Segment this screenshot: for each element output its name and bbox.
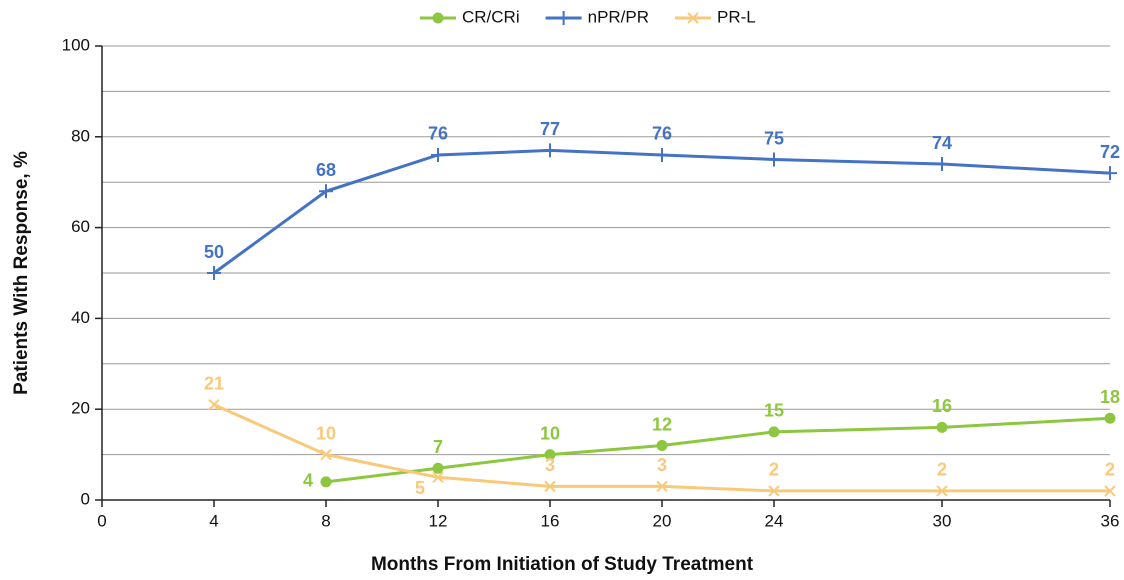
point bbox=[935, 157, 949, 172]
point bbox=[208, 398, 220, 411]
x-tick-label: 30 bbox=[933, 511, 952, 530]
point bbox=[544, 480, 556, 493]
data-label: 77 bbox=[540, 119, 560, 139]
series-line bbox=[213, 403, 1110, 493]
data-label: 2 bbox=[1105, 460, 1115, 480]
point bbox=[543, 143, 557, 158]
x-tick-label: 0 bbox=[97, 511, 106, 530]
data-label: 4 bbox=[303, 471, 313, 491]
y-tick-label: 40 bbox=[71, 308, 90, 327]
x-tick-label: 20 bbox=[653, 511, 672, 530]
y-axis-title: Patients With Response, % bbox=[11, 151, 32, 395]
series-line bbox=[325, 416, 1111, 484]
point bbox=[1104, 485, 1116, 497]
point bbox=[656, 440, 668, 452]
data-label: 50 bbox=[204, 242, 224, 262]
point bbox=[544, 449, 556, 461]
x-axis-title: Months From Initiation of Study Treatmen… bbox=[371, 554, 754, 575]
data-label: 76 bbox=[652, 124, 672, 144]
legend-label: PR-L bbox=[717, 7, 756, 26]
legend-marker bbox=[556, 11, 571, 25]
point bbox=[320, 448, 332, 461]
point bbox=[936, 485, 948, 497]
legend-label: CR/CRi bbox=[462, 7, 520, 26]
legend-label: nPR/PR bbox=[588, 7, 649, 26]
point bbox=[656, 480, 668, 493]
point bbox=[319, 184, 333, 199]
x-tick-label: 16 bbox=[541, 511, 560, 530]
data-label: 68 bbox=[316, 160, 336, 180]
point bbox=[320, 476, 332, 488]
data-label: 75 bbox=[764, 128, 784, 148]
point bbox=[768, 426, 780, 438]
point bbox=[936, 421, 948, 433]
x-tick-label: 24 bbox=[765, 511, 784, 530]
point bbox=[1103, 166, 1117, 181]
series: 21 10 5 3 3 2 2 2 bbox=[204, 373, 1116, 498]
legend-marker bbox=[687, 12, 699, 24]
series: 4 7 10 12 15 16 18 bbox=[303, 387, 1120, 491]
data-label: 16 bbox=[932, 396, 952, 416]
series-line bbox=[213, 148, 1111, 275]
point bbox=[768, 485, 780, 497]
data-label: 18 bbox=[1100, 387, 1120, 407]
point bbox=[1104, 412, 1116, 424]
point bbox=[767, 152, 781, 167]
data-label: 12 bbox=[652, 414, 672, 434]
y-tick-label: 100 bbox=[62, 35, 90, 54]
x-tick-label: 4 bbox=[209, 511, 218, 530]
point bbox=[431, 147, 445, 162]
point bbox=[207, 266, 221, 280]
data-label: 74 bbox=[932, 133, 952, 153]
data-label: 10 bbox=[540, 423, 560, 443]
data-label: 3 bbox=[657, 455, 667, 475]
series: 50 68 76 77 76 75 74 72 bbox=[204, 119, 1120, 280]
point bbox=[655, 147, 669, 162]
data-label: 15 bbox=[764, 401, 784, 421]
x-tick-label: 36 bbox=[1101, 511, 1120, 530]
data-label: 10 bbox=[316, 423, 336, 443]
y-tick-label: 20 bbox=[71, 399, 90, 418]
point bbox=[432, 462, 444, 474]
data-label: 2 bbox=[937, 460, 947, 480]
point bbox=[432, 471, 444, 484]
data-label: 72 bbox=[1100, 142, 1120, 162]
x-tick-label: 12 bbox=[429, 511, 448, 530]
x-tick-label: 8 bbox=[321, 511, 330, 530]
y-tick-label: 80 bbox=[71, 126, 90, 145]
data-label: 5 bbox=[415, 478, 425, 498]
y-tick-label: 0 bbox=[81, 489, 90, 508]
data-label: 2 bbox=[769, 460, 779, 480]
data-label: 7 bbox=[433, 437, 443, 457]
data-label: 21 bbox=[204, 373, 224, 393]
legend-marker bbox=[432, 12, 444, 24]
data-label: 3 bbox=[545, 455, 555, 475]
data-label: 76 bbox=[428, 124, 448, 144]
y-tick-label: 60 bbox=[71, 217, 90, 236]
